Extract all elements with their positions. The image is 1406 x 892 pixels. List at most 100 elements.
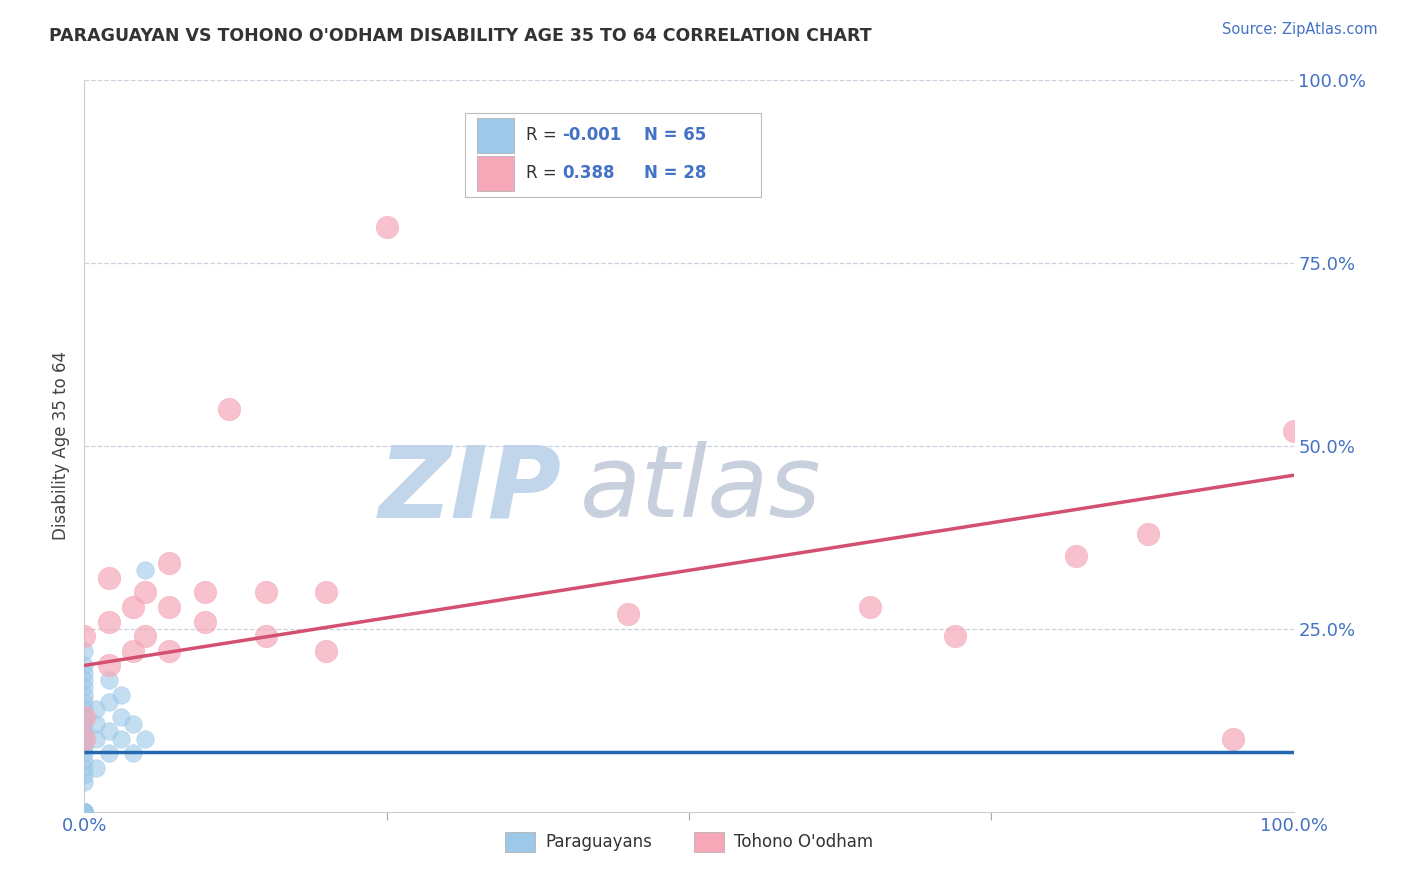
- FancyBboxPatch shape: [478, 118, 513, 153]
- Point: [73, 717, 96, 731]
- Point: [73, 805, 96, 819]
- Point: [73, 805, 96, 819]
- Point: [73, 805, 96, 819]
- Text: 0.388: 0.388: [562, 164, 614, 182]
- Point: [73, 761, 96, 775]
- Point: [73, 805, 96, 819]
- Point: [73, 644, 96, 658]
- Point: [134, 731, 156, 746]
- Point: [134, 563, 156, 577]
- Point: [73, 805, 96, 819]
- Point: [254, 585, 277, 599]
- Point: [73, 805, 96, 819]
- Point: [97, 615, 120, 629]
- Point: [73, 805, 96, 819]
- Point: [86, 761, 108, 775]
- Point: [73, 805, 96, 819]
- Point: [157, 556, 180, 570]
- Point: [73, 805, 96, 819]
- Point: [97, 658, 120, 673]
- Point: [315, 644, 337, 658]
- Point: [157, 644, 180, 658]
- Point: [110, 709, 132, 723]
- Point: [110, 688, 132, 702]
- Point: [134, 629, 156, 643]
- Point: [73, 805, 96, 819]
- Text: R =: R =: [526, 164, 567, 182]
- Point: [73, 731, 96, 746]
- Point: [73, 709, 96, 723]
- Point: [73, 805, 96, 819]
- Point: [73, 702, 96, 716]
- Point: [73, 805, 96, 819]
- Point: [73, 805, 96, 819]
- Point: [859, 599, 882, 614]
- Point: [73, 695, 96, 709]
- Text: PARAGUAYAN VS TOHONO O'ODHAM DISABILITY AGE 35 TO 64 CORRELATION CHART: PARAGUAYAN VS TOHONO O'ODHAM DISABILITY …: [49, 27, 872, 45]
- Point: [73, 805, 96, 819]
- Point: [315, 585, 337, 599]
- Legend: Paraguayans, Tohono O'odham: Paraguayans, Tohono O'odham: [499, 826, 879, 858]
- Point: [73, 805, 96, 819]
- Point: [73, 724, 96, 739]
- Point: [73, 805, 96, 819]
- Point: [73, 805, 96, 819]
- FancyBboxPatch shape: [465, 113, 762, 197]
- Point: [73, 665, 96, 680]
- Point: [121, 599, 143, 614]
- Point: [73, 754, 96, 768]
- Point: [73, 805, 96, 819]
- Point: [86, 702, 108, 716]
- Point: [73, 775, 96, 789]
- Point: [97, 746, 120, 760]
- Point: [97, 673, 120, 687]
- Point: [73, 805, 96, 819]
- Text: N = 28: N = 28: [644, 164, 707, 182]
- Text: N = 65: N = 65: [644, 126, 706, 145]
- Point: [73, 673, 96, 687]
- Point: [73, 805, 96, 819]
- Point: [157, 599, 180, 614]
- Point: [194, 615, 217, 629]
- Point: [121, 746, 143, 760]
- Point: [73, 739, 96, 753]
- Point: [73, 731, 96, 746]
- Point: [97, 695, 120, 709]
- Point: [73, 805, 96, 819]
- Point: [121, 717, 143, 731]
- Point: [73, 709, 96, 723]
- Point: [73, 805, 96, 819]
- Point: [110, 731, 132, 746]
- Point: [73, 805, 96, 819]
- Y-axis label: Disability Age 35 to 64: Disability Age 35 to 64: [52, 351, 70, 541]
- Point: [375, 219, 398, 234]
- Point: [86, 731, 108, 746]
- Point: [73, 805, 96, 819]
- Text: atlas: atlas: [581, 442, 821, 539]
- Point: [73, 688, 96, 702]
- Point: [134, 585, 156, 599]
- Point: [73, 768, 96, 782]
- Point: [73, 805, 96, 819]
- Point: [218, 402, 240, 417]
- Point: [617, 607, 640, 622]
- Point: [254, 629, 277, 643]
- Point: [1064, 549, 1087, 563]
- Point: [73, 805, 96, 819]
- Point: [1137, 526, 1160, 541]
- Point: [73, 805, 96, 819]
- Point: [73, 805, 96, 819]
- FancyBboxPatch shape: [478, 155, 513, 191]
- Text: ZIP: ZIP: [380, 442, 562, 539]
- Point: [943, 629, 966, 643]
- Point: [97, 724, 120, 739]
- Point: [73, 746, 96, 760]
- Point: [73, 805, 96, 819]
- Text: R =: R =: [526, 126, 562, 145]
- Point: [73, 805, 96, 819]
- Point: [73, 681, 96, 695]
- Text: -0.001: -0.001: [562, 126, 621, 145]
- Point: [86, 717, 108, 731]
- Point: [73, 629, 96, 643]
- Text: Source: ZipAtlas.com: Source: ZipAtlas.com: [1222, 22, 1378, 37]
